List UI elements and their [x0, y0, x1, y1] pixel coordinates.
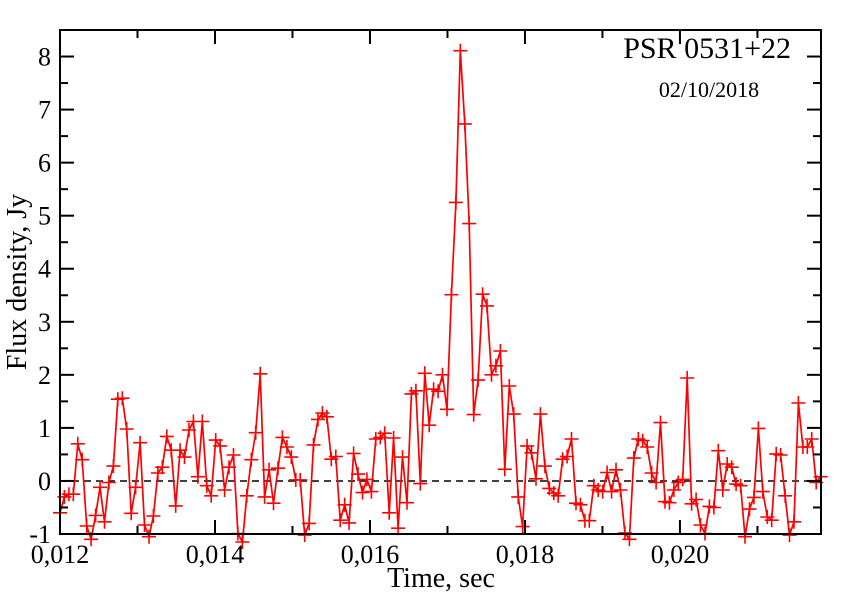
axis-ticks-layer: [59, 30, 821, 535]
x-tick-label: 0,014: [186, 540, 245, 569]
flux-plus-markers: [53, 43, 828, 549]
x-tick-label: 0,012: [31, 540, 90, 569]
flux-line: [59, 50, 822, 545]
pulsar-name-label: PSR 0531+22: [623, 32, 791, 65]
y-tick-label: 4: [38, 255, 51, 284]
y-tick-label: 0: [38, 467, 51, 496]
x-axis-title: Time, sec: [387, 563, 495, 594]
y-tick-label: 6: [38, 149, 51, 178]
y-tick-label: 3: [38, 308, 51, 337]
y-tick-label: 5: [38, 202, 51, 231]
y-axis-title: Flux density, Jy: [2, 194, 33, 370]
y-tick-label: 1: [38, 414, 51, 443]
y-tick-label: -1: [29, 520, 51, 549]
y-tick-label: 2: [38, 361, 51, 390]
tick-labels-layer: 0,012 0,014 0,016 0,018 0,020 -1 0 1 2 3 4 5 6 7 8: [29, 43, 709, 569]
x-tick-label: 0,016: [341, 540, 400, 569]
x-tick-label: 0,018: [496, 540, 555, 569]
data-series-layer: [53, 43, 828, 549]
y-tick-label: 8: [38, 43, 51, 72]
observation-date-label: 02/10/2018: [659, 77, 759, 102]
x-tick-label: 0,020: [651, 540, 710, 569]
plot-frame: [59, 29, 822, 535]
y-tick-label: 7: [38, 96, 51, 125]
